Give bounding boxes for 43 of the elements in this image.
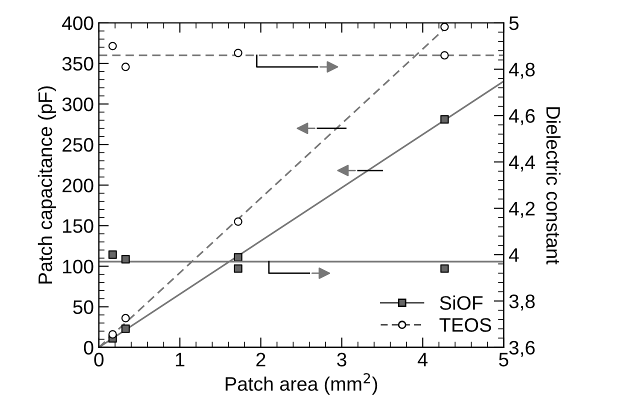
y-tick-label: 0 [84,340,94,355]
y2-tick-label: 4,4 [508,156,535,172]
point [234,217,242,226]
y-tick-label: 150 [63,219,94,233]
y-tick-label: 200 [62,178,94,192]
x-axis-title: Patch area (mm$^{2}$) [226,373,378,395]
y2-tick-label: 4,6 [508,109,535,126]
y-tick-label: 100 [63,260,94,274]
point [108,42,117,50]
legend-label: SiOF [440,296,483,310]
point [234,264,242,273]
y2-tick-label: 4,8 [508,62,535,79]
point [108,330,117,339]
y2-axis-title: Dielectric constant [546,107,561,264]
x-tick-label: 4 [418,352,428,366]
y-tick-label: 300 [62,97,94,112]
point [121,314,130,322]
point [121,62,130,72]
point [234,48,242,58]
x-tick-label: 3 [337,352,346,367]
point [440,22,449,32]
point [121,324,130,333]
x-tick-label: 0 [94,352,104,367]
point [440,51,449,60]
y-tick-label: 350 [62,56,94,71]
point [440,264,449,273]
legend-label: TEOS [440,318,492,332]
x-tick-label: 5 [499,352,508,367]
y-tick-label: 250 [62,138,94,152]
y2-tick-label: 3,6 [509,340,535,357]
y2-tick-label: 3,8 [509,294,535,311]
point [234,253,242,262]
y2-tick-label: 5 [509,16,519,30]
point [121,255,130,264]
y-tick-label: 400 [62,16,94,30]
y-tick-label: 50 [73,300,94,314]
y2-tick-label: 4 [508,248,519,262]
point [108,250,117,259]
x-tick-label: 2 [256,352,266,366]
x-tick-label: 1 [176,352,184,366]
y2-tick-label: 4,2 [508,202,535,218]
point [440,115,449,124]
y-axis-title: Patch capacitance (pF) [38,86,56,284]
